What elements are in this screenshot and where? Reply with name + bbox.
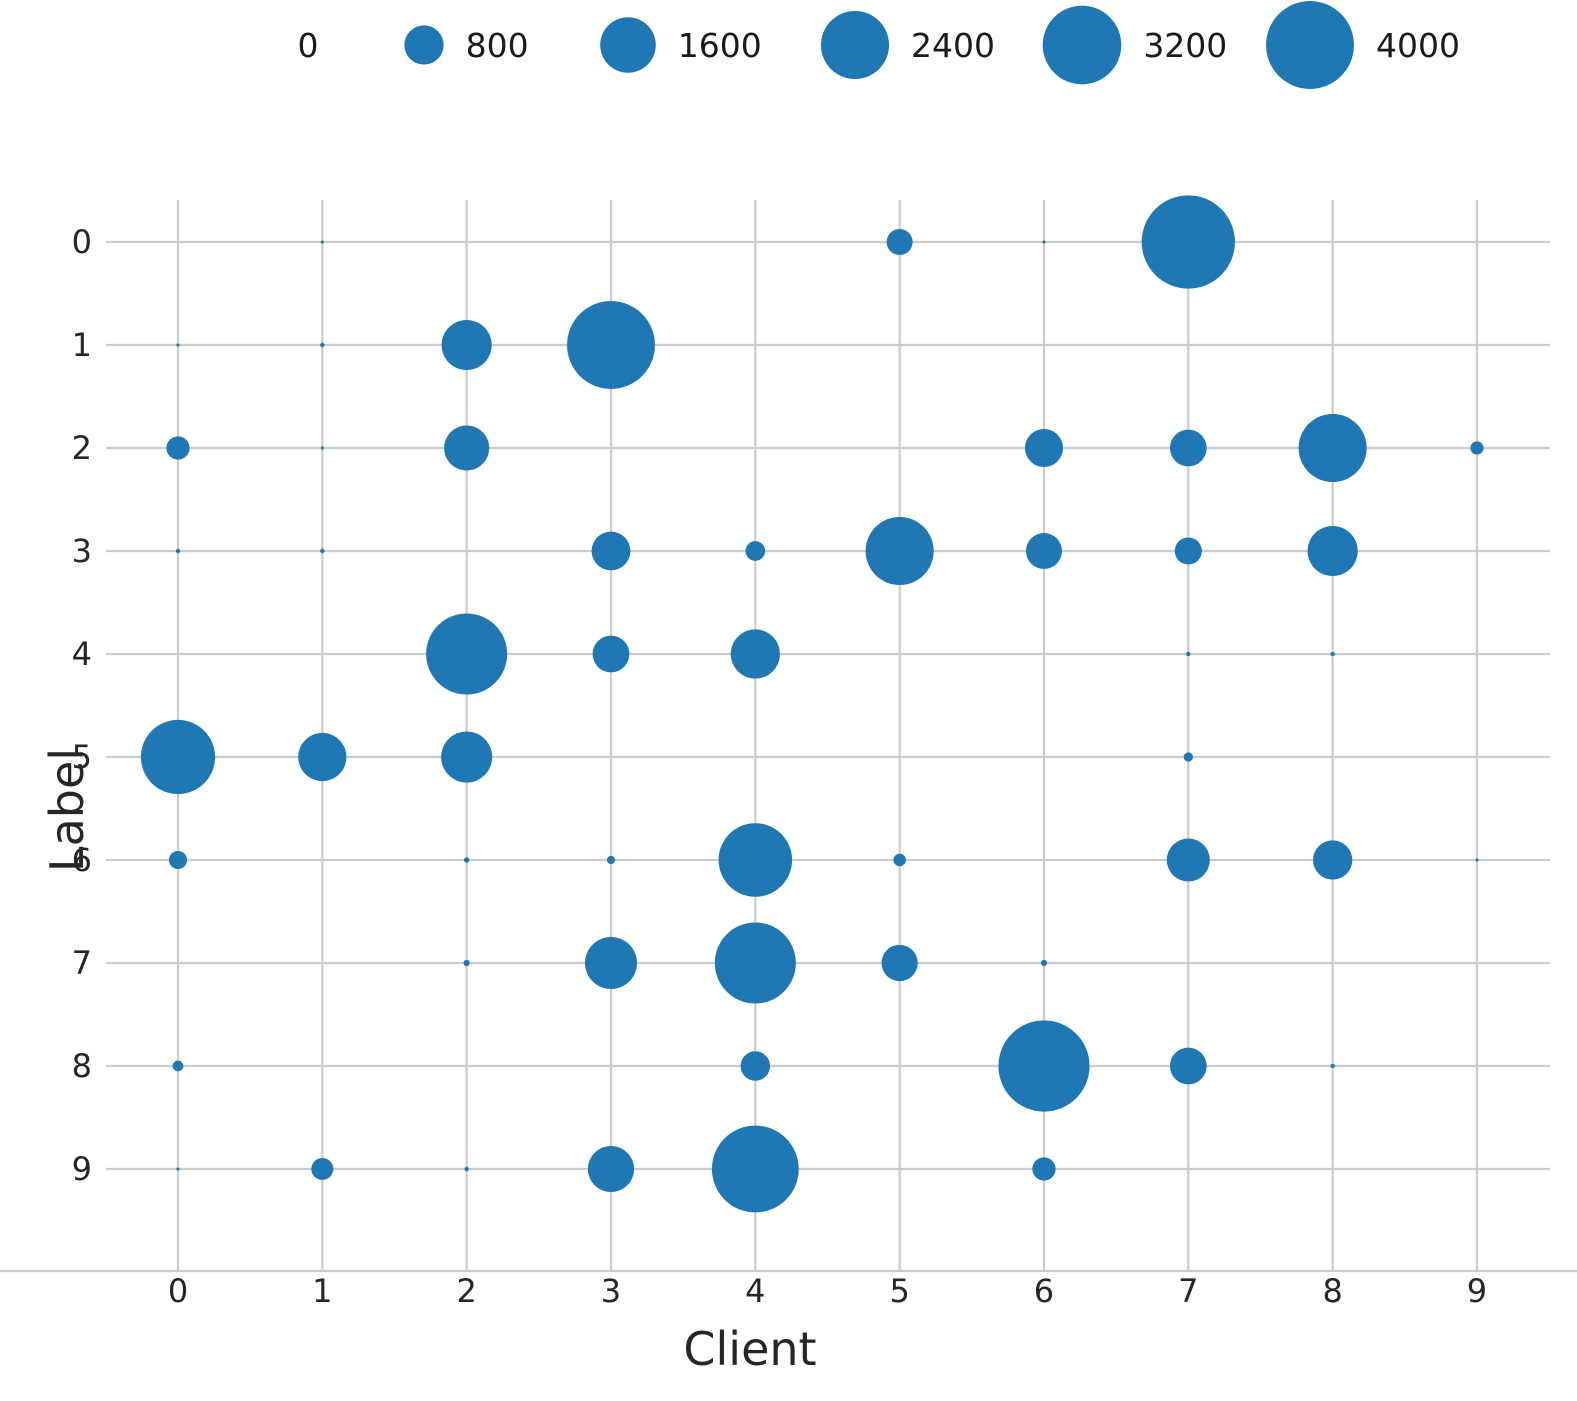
legend-bubble — [600, 17, 656, 73]
bubble — [1025, 533, 1062, 569]
bubble — [567, 301, 655, 389]
y-tick-label: 5 — [72, 738, 92, 776]
size-legend: 0 800 1600 2400 3200 4000 — [298, 1, 1460, 89]
bubble — [745, 541, 766, 561]
y-axis-title: Label — [40, 747, 94, 873]
legend-label: 4000 — [1376, 26, 1460, 65]
bubble — [298, 732, 347, 782]
bubble — [320, 240, 324, 244]
bubble — [176, 1167, 180, 1171]
bubble — [463, 857, 470, 863]
bubble — [1330, 651, 1335, 657]
x-tick-label: 6 — [1034, 1272, 1054, 1310]
bubble — [1141, 195, 1235, 289]
bubble — [463, 959, 470, 967]
grid-layer — [0, 200, 1577, 1273]
bubble — [1330, 1063, 1335, 1069]
x-tick-label: 4 — [745, 1272, 765, 1310]
y-tick-label: 0 — [72, 223, 92, 261]
bubble — [1042, 240, 1046, 244]
bubble — [1169, 1047, 1207, 1085]
bubble — [176, 343, 180, 347]
legend-label: 2400 — [911, 26, 995, 65]
bubble — [711, 1125, 799, 1213]
bubble — [311, 1158, 334, 1180]
x-tick-label: 3 — [601, 1272, 621, 1310]
bubble — [998, 1020, 1090, 1112]
bubble — [426, 613, 508, 695]
legend-label: 1600 — [678, 26, 762, 65]
bubble — [740, 1051, 771, 1081]
x-tick-label: 9 — [1467, 1272, 1487, 1310]
bubble — [320, 342, 325, 348]
y-tick-label: 8 — [72, 1047, 92, 1085]
bubble — [1174, 537, 1202, 565]
bubble-layer — [140, 195, 1484, 1213]
bubble — [584, 936, 637, 990]
bubble — [444, 425, 490, 471]
legend-bubble — [820, 10, 890, 80]
x-tick-label: 5 — [889, 1272, 909, 1310]
x-tick-label: 7 — [1178, 1272, 1198, 1310]
bubble — [320, 548, 325, 554]
bubble — [1312, 840, 1353, 880]
legend-bubble — [1042, 5, 1122, 85]
bubble — [464, 1166, 469, 1172]
bubble — [893, 853, 906, 867]
bubble — [1470, 441, 1484, 455]
bubble — [591, 531, 631, 571]
bubble — [175, 548, 181, 554]
bubble — [320, 446, 324, 450]
bubble — [1183, 752, 1193, 762]
legend-label: 800 — [466, 26, 529, 65]
bubble — [714, 922, 796, 1004]
legend-label: 3200 — [1143, 26, 1227, 65]
bubble — [441, 319, 492, 371]
bubble — [865, 516, 934, 586]
tick-layer: 0 1 2 3 4 5 6 7 8 9 0 1 2 3 4 5 6 7 8 9 — [72, 223, 1488, 1310]
bubble — [606, 855, 616, 865]
x-tick-label: 8 — [1322, 1272, 1342, 1310]
bubble — [1040, 959, 1048, 967]
bubble — [172, 1060, 184, 1072]
bubble — [592, 635, 630, 673]
legend-bubble — [1266, 1, 1354, 89]
bubble — [886, 228, 913, 256]
bubble — [587, 1145, 635, 1193]
y-tick-label: 1 — [72, 326, 92, 364]
y-tick-label: 6 — [72, 841, 92, 879]
bubble — [166, 436, 190, 460]
legend-label: 0 — [298, 26, 319, 65]
y-tick-label: 2 — [72, 429, 92, 467]
bubble — [140, 719, 216, 795]
y-tick-label: 7 — [72, 944, 92, 982]
y-tick-label: 9 — [72, 1150, 92, 1188]
bubble — [881, 944, 918, 982]
bubble — [1186, 651, 1191, 657]
bubble — [1475, 858, 1479, 862]
bubble — [1032, 1157, 1056, 1181]
bubble — [1298, 413, 1367, 483]
y-tick-label: 3 — [72, 532, 92, 570]
bubble — [1169, 429, 1207, 467]
legend-bubble — [404, 25, 444, 65]
bubble — [441, 731, 493, 783]
bubble — [718, 823, 793, 897]
bubble — [1307, 525, 1358, 577]
bubble — [168, 850, 188, 870]
bubble — [730, 629, 780, 679]
bubble — [1166, 838, 1210, 882]
bubble — [1024, 428, 1064, 468]
x-axis-title: Client — [683, 1322, 817, 1376]
x-tick-label: 2 — [456, 1272, 476, 1310]
y-tick-label: 4 — [72, 635, 92, 673]
x-tick-label: 1 — [312, 1272, 332, 1310]
x-tick-label: 0 — [168, 1272, 188, 1310]
